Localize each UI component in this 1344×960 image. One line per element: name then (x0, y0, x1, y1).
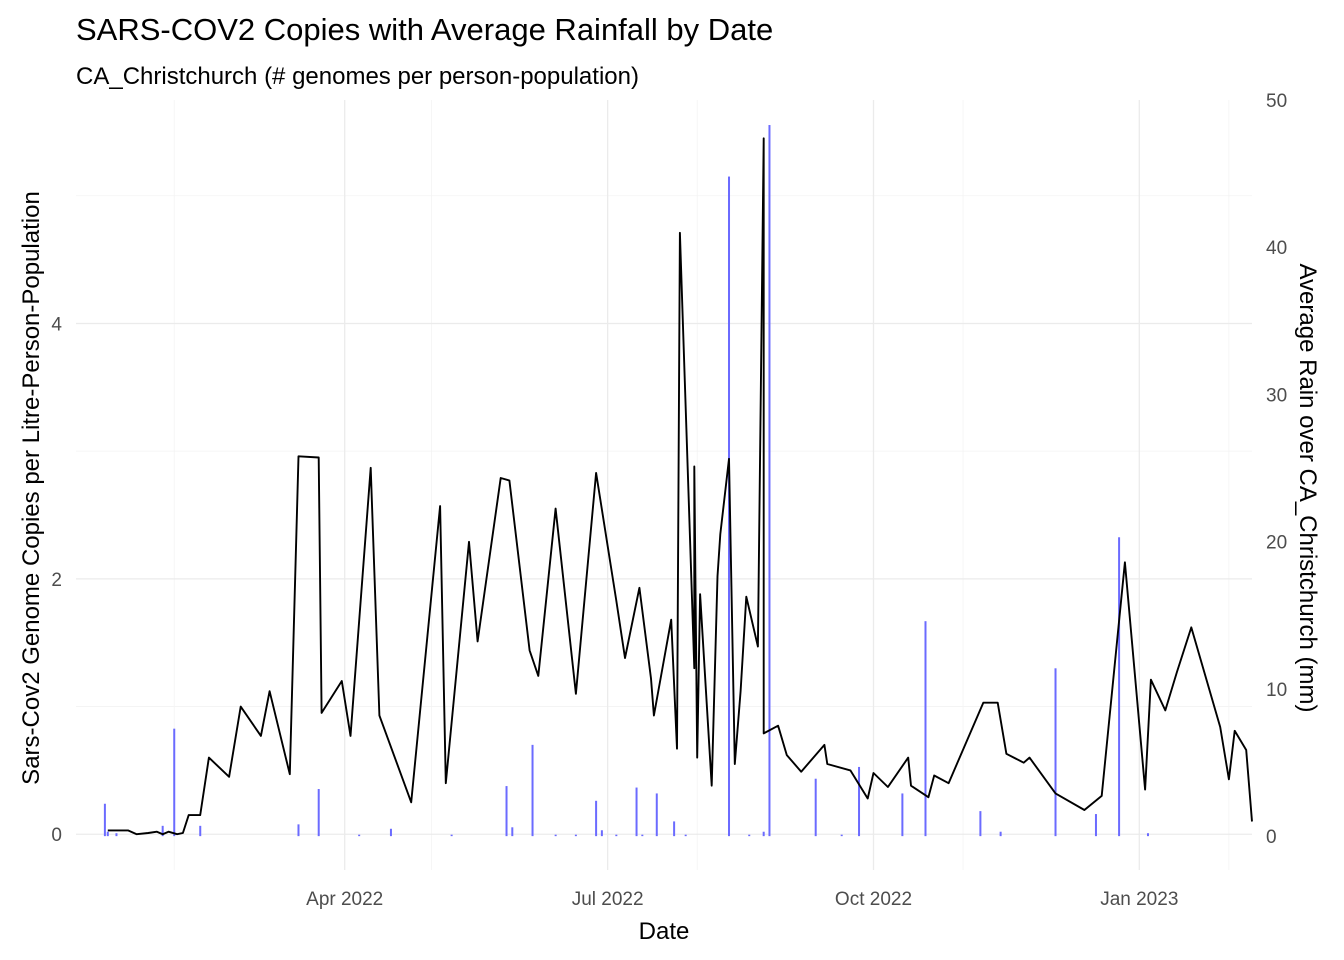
rain-bar (673, 821, 676, 837)
rain-bar (103, 803, 106, 837)
y2-tick-labels: 0 10 20 30 40 50 (1266, 91, 1287, 848)
rain-bar (768, 125, 771, 837)
rain-bar (297, 824, 300, 837)
rain-bar (511, 827, 514, 837)
rain-bar (655, 793, 658, 837)
y2-tick-label: 0 (1266, 827, 1277, 848)
rain-bar (531, 744, 534, 837)
y-tick-label: 0 (51, 825, 62, 846)
y-tick-label: 4 (51, 314, 62, 335)
rain-bar (901, 793, 904, 837)
rain-bar (1146, 833, 1149, 837)
rain-bar (1054, 668, 1057, 837)
rain-bar (1118, 537, 1121, 837)
x-tick-label: Apr 2022 (306, 889, 383, 910)
y2-tick-label: 30 (1266, 385, 1287, 406)
rain-bar (450, 834, 453, 837)
rain-bar (574, 834, 577, 837)
chart-title: SARS-COV2 Copies with Average Rainfall b… (76, 12, 773, 47)
rain-bar (635, 787, 638, 837)
rain-bar (1094, 814, 1097, 837)
rain-bar (641, 834, 644, 837)
copies-line (107, 137, 1253, 836)
rain-bar (748, 834, 751, 837)
rain-bar (924, 621, 927, 837)
rain-bar (505, 786, 508, 837)
rain-bar (858, 766, 861, 837)
y-tick-label: 2 (51, 570, 62, 591)
chart-subtitle: CA_Christchurch (# genomes per person-po… (76, 63, 639, 90)
rain-bar (814, 778, 817, 837)
rain-bar (173, 728, 176, 837)
y-tick-labels: 0 2 4 (51, 314, 62, 846)
y-axis-title: Sars-Cov2 Genome Copies per Litre-Person… (18, 191, 45, 785)
rain-bar (554, 834, 557, 837)
rain-bar (684, 834, 687, 837)
rain-bar (762, 831, 765, 837)
x-axis-title: Date (639, 918, 690, 945)
x-tick-label: Oct 2022 (835, 889, 912, 910)
y2-tick-label: 10 (1266, 680, 1287, 701)
rain-bar (161, 825, 164, 837)
x-tick-labels: Apr 2022 Jul 2022 Oct 2022 Jan 2023 (306, 889, 1178, 910)
y2-axis-title: Average Rain over CA_Christchurch (mm) (1294, 263, 1321, 712)
rain-bar (979, 811, 982, 837)
y2-tick-label: 40 (1266, 238, 1287, 259)
rain-bar (840, 834, 843, 837)
rain-bar (317, 789, 320, 837)
grid (76, 100, 1252, 870)
rain-bar (358, 834, 361, 837)
rain-bar (106, 831, 109, 837)
rain-bar (115, 833, 118, 837)
x-tick-label: Jul 2022 (572, 889, 644, 910)
rain-bar (600, 830, 603, 837)
copies-line-group (107, 137, 1253, 836)
rain-bar (389, 828, 392, 837)
x-tick-label: Jan 2023 (1100, 889, 1178, 910)
rain-bar (595, 800, 598, 837)
rain-bar (615, 834, 618, 837)
rain-bar (999, 831, 1002, 837)
y2-tick-label: 20 (1266, 533, 1287, 554)
rain-bar (199, 825, 202, 837)
y2-tick-label: 50 (1266, 91, 1287, 112)
